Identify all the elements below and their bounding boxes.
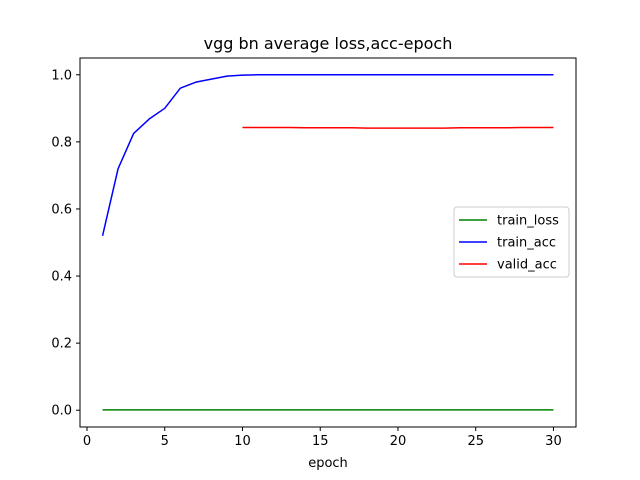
x-tick-label: 25 (467, 434, 484, 449)
y-tick-label: 0.4 (51, 270, 72, 285)
y-tick-label: 0.6 (51, 202, 72, 217)
x-tick-label: 20 (390, 434, 407, 449)
chart-title: vgg bn average loss,acc-epoch (204, 34, 453, 53)
y-tick-label: 0.8 (51, 135, 72, 150)
legend-label-train_acc: train_acc (497, 236, 556, 251)
x-tick-label: 5 (161, 434, 169, 449)
legend-label-valid_acc: valid_acc (497, 258, 557, 273)
x-tick-label: 30 (545, 434, 562, 449)
axes-layer: 0 5 10 15 20 25 30 0.0 0.2 0.4 0.6 0.8 1.0 (51, 68, 561, 449)
x-tick-label: 0 (83, 434, 91, 449)
y-tick-label: 0.0 (51, 404, 72, 419)
y-tick-label: 0.2 (51, 337, 72, 352)
x-axis-label: epoch (308, 456, 348, 471)
series-line-valid_acc (242, 126, 554, 129)
plot-frame (79, 57, 577, 428)
legend-box (453, 206, 570, 278)
series-layer (101, 74, 554, 411)
legend-label-train_loss: train_loss (497, 214, 559, 229)
legend: train_loss train_acc valid_acc (453, 206, 570, 278)
y-tick-label: 1.0 (51, 68, 72, 83)
series-line-train_acc (101, 74, 554, 236)
x-tick-label: 15 (312, 434, 329, 449)
x-tick-label: 10 (234, 434, 251, 449)
